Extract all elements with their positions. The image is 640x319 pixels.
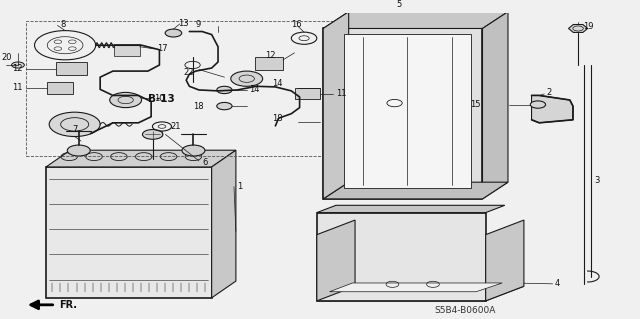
Polygon shape — [47, 82, 73, 94]
Text: 11: 11 — [336, 89, 346, 98]
Text: 16: 16 — [291, 20, 302, 29]
Text: 10: 10 — [154, 94, 165, 103]
Text: 17: 17 — [157, 44, 168, 53]
Polygon shape — [255, 57, 283, 70]
Circle shape — [165, 29, 182, 37]
Circle shape — [109, 93, 141, 108]
Polygon shape — [114, 44, 140, 56]
Text: 8: 8 — [60, 20, 65, 29]
Polygon shape — [294, 88, 320, 100]
Polygon shape — [317, 212, 486, 301]
Polygon shape — [323, 182, 508, 199]
Text: 4: 4 — [554, 279, 560, 288]
Polygon shape — [323, 28, 483, 199]
Text: 21: 21 — [170, 122, 180, 131]
Polygon shape — [568, 25, 588, 33]
Text: 2: 2 — [547, 88, 552, 97]
Text: 15: 15 — [470, 100, 481, 109]
Circle shape — [182, 145, 205, 156]
Polygon shape — [486, 220, 524, 301]
Text: 12: 12 — [12, 64, 22, 73]
Text: 7: 7 — [72, 125, 77, 134]
Circle shape — [531, 101, 545, 108]
Text: 12: 12 — [265, 51, 276, 60]
Text: 18: 18 — [272, 114, 283, 123]
Text: 11: 11 — [12, 83, 22, 92]
Text: 18: 18 — [193, 102, 204, 111]
Polygon shape — [483, 12, 508, 199]
Text: 9: 9 — [195, 20, 200, 29]
Polygon shape — [317, 220, 355, 301]
Text: 14: 14 — [272, 78, 283, 87]
Text: 14: 14 — [248, 85, 259, 94]
Text: 3: 3 — [594, 176, 600, 185]
Polygon shape — [46, 150, 236, 167]
Text: 5: 5 — [396, 0, 402, 9]
Text: 13: 13 — [179, 19, 189, 28]
Polygon shape — [532, 95, 573, 123]
Circle shape — [143, 130, 163, 139]
Text: 1: 1 — [237, 182, 243, 191]
Circle shape — [67, 145, 90, 156]
Text: 19: 19 — [583, 22, 594, 31]
Text: S5B4-B0600A: S5B4-B0600A — [435, 306, 496, 315]
Circle shape — [217, 86, 232, 93]
Polygon shape — [46, 167, 212, 298]
Text: 20: 20 — [1, 53, 12, 62]
Text: B-13: B-13 — [148, 94, 175, 104]
Circle shape — [231, 71, 262, 86]
Circle shape — [12, 62, 24, 68]
Circle shape — [49, 112, 100, 137]
Polygon shape — [56, 62, 88, 75]
Polygon shape — [317, 205, 505, 212]
Polygon shape — [330, 283, 502, 292]
Text: 6: 6 — [202, 159, 207, 167]
Polygon shape — [317, 286, 524, 301]
Polygon shape — [323, 12, 349, 199]
Polygon shape — [344, 34, 471, 188]
Polygon shape — [323, 12, 508, 28]
Text: 22: 22 — [183, 68, 193, 77]
Text: FR.: FR. — [59, 300, 77, 310]
Polygon shape — [212, 150, 236, 298]
Circle shape — [217, 102, 232, 110]
